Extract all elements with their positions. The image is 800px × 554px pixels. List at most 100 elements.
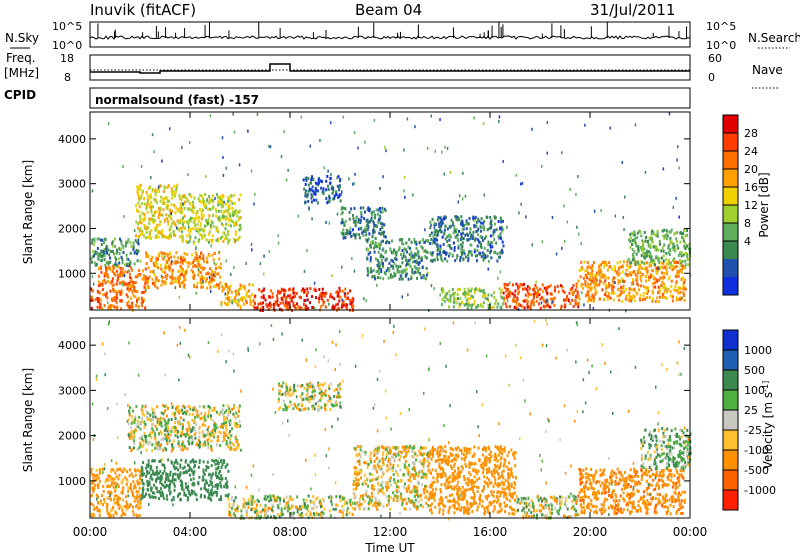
heatmap-cell	[215, 214, 218, 218]
heatmap-cell	[345, 513, 348, 517]
heatmap-cell	[409, 246, 411, 250]
heatmap-cell	[287, 502, 290, 506]
heatmap-cell	[210, 464, 213, 468]
heatmap-cell	[305, 512, 308, 516]
heatmap-cell	[154, 446, 157, 450]
heatmap-cell	[124, 476, 127, 480]
heatmap-cell	[654, 248, 657, 252]
heatmap-cell	[121, 491, 124, 495]
heatmap-cell	[180, 483, 183, 487]
heatmap-cell	[104, 480, 107, 484]
heatmap-cell	[518, 285, 521, 289]
scatter-cell	[357, 146, 359, 150]
heatmap-cell	[322, 303, 325, 306]
heatmap-cell	[194, 236, 197, 240]
heatmap-cell	[99, 252, 102, 256]
heatmap-cell	[518, 290, 520, 294]
heatmap-cell	[443, 215, 446, 219]
heatmap-cell	[208, 197, 211, 201]
heatmap-cell	[591, 279, 594, 283]
heatmap-cell	[227, 469, 230, 473]
heatmap-cell	[647, 286, 650, 290]
heatmap-cell	[156, 421, 159, 424]
heatmap-cell	[130, 266, 133, 270]
heatmap-cell	[350, 301, 353, 305]
heatmap-cell	[512, 299, 514, 303]
heatmap-cell	[128, 272, 131, 276]
heatmap-cell	[135, 425, 138, 428]
scatter-cell	[622, 216, 625, 219]
heatmap-cell	[176, 431, 179, 435]
heatmap-cell	[310, 506, 313, 510]
heatmap-cell	[410, 277, 413, 281]
heatmap-cell	[660, 264, 663, 268]
heatmap-cell	[139, 444, 142, 448]
heatmap-cell	[172, 472, 175, 476]
heatmap-cell	[188, 218, 191, 222]
heatmap-cell	[238, 235, 241, 239]
heatmap-cell	[318, 294, 321, 298]
scatter-cell	[433, 226, 436, 230]
heatmap-cell	[493, 222, 496, 226]
scatter-cell	[443, 172, 445, 176]
heatmap-cell	[610, 291, 613, 295]
heatmap-cell	[97, 252, 100, 256]
heatmap-cell	[199, 442, 202, 446]
heatmap-cell	[473, 250, 476, 254]
heatmap-cell	[234, 289, 237, 293]
heatmap-cell	[120, 480, 123, 484]
heatmap-cell	[526, 290, 529, 294]
heatmap-cell	[141, 304, 143, 308]
heatmap-cell	[100, 254, 103, 258]
heatmap-cell	[572, 305, 575, 308]
heatmap-cell	[223, 411, 226, 415]
heatmap-cell	[164, 433, 167, 437]
heatmap-cell	[482, 301, 485, 305]
scatter-cell	[499, 270, 502, 274]
heatmap-cell	[205, 206, 207, 209]
heatmap-cell	[481, 305, 484, 309]
heatmap-cell	[302, 287, 305, 291]
heatmap-cell	[184, 460, 187, 464]
heatmap-cell	[206, 481, 208, 485]
heatmap-cell	[433, 222, 436, 225]
heatmap-cell	[492, 230, 495, 234]
heatmap-cell	[279, 301, 282, 305]
heatmap-cell	[536, 294, 538, 298]
heatmap-cell	[136, 447, 139, 451]
heatmap-cell	[650, 273, 652, 277]
heatmap-cell	[617, 288, 620, 292]
heatmap-cell	[93, 261, 96, 265]
heatmap-cell	[307, 176, 310, 180]
heatmap-cell	[197, 263, 200, 267]
heatmap-cell	[400, 253, 402, 257]
heatmap-cell	[349, 232, 352, 236]
heatmap-cell	[456, 301, 459, 305]
heatmap-cell	[325, 188, 328, 192]
heatmap-cell	[360, 210, 363, 214]
heatmap-cell	[115, 512, 118, 515]
nsearch-label: N.Search	[748, 31, 800, 45]
heatmap-cell	[218, 257, 221, 261]
heatmap-cell	[340, 212, 343, 216]
heatmap-cell	[267, 303, 270, 307]
heatmap-cell	[457, 244, 460, 248]
heatmap-cell	[265, 514, 268, 517]
heatmap-cell	[515, 300, 518, 303]
heatmap-cell	[238, 287, 241, 291]
heatmap-cell	[410, 275, 413, 279]
heatmap-cell	[224, 217, 227, 221]
heatmap-cell	[619, 280, 622, 283]
heatmap-cell	[539, 287, 542, 291]
heatmap-cell	[574, 288, 577, 292]
heatmap-cell	[91, 288, 94, 292]
heatmap-cell	[448, 238, 451, 242]
scatter-cell	[473, 219, 475, 223]
heatmap-cell	[96, 246, 99, 250]
heatmap-cell	[314, 189, 317, 193]
heatmap-cell	[195, 493, 198, 497]
heatmap-cell	[278, 502, 281, 505]
heatmap-cell	[396, 270, 399, 274]
heatmap-cell	[640, 284, 643, 288]
heatmap-cell	[100, 499, 102, 503]
